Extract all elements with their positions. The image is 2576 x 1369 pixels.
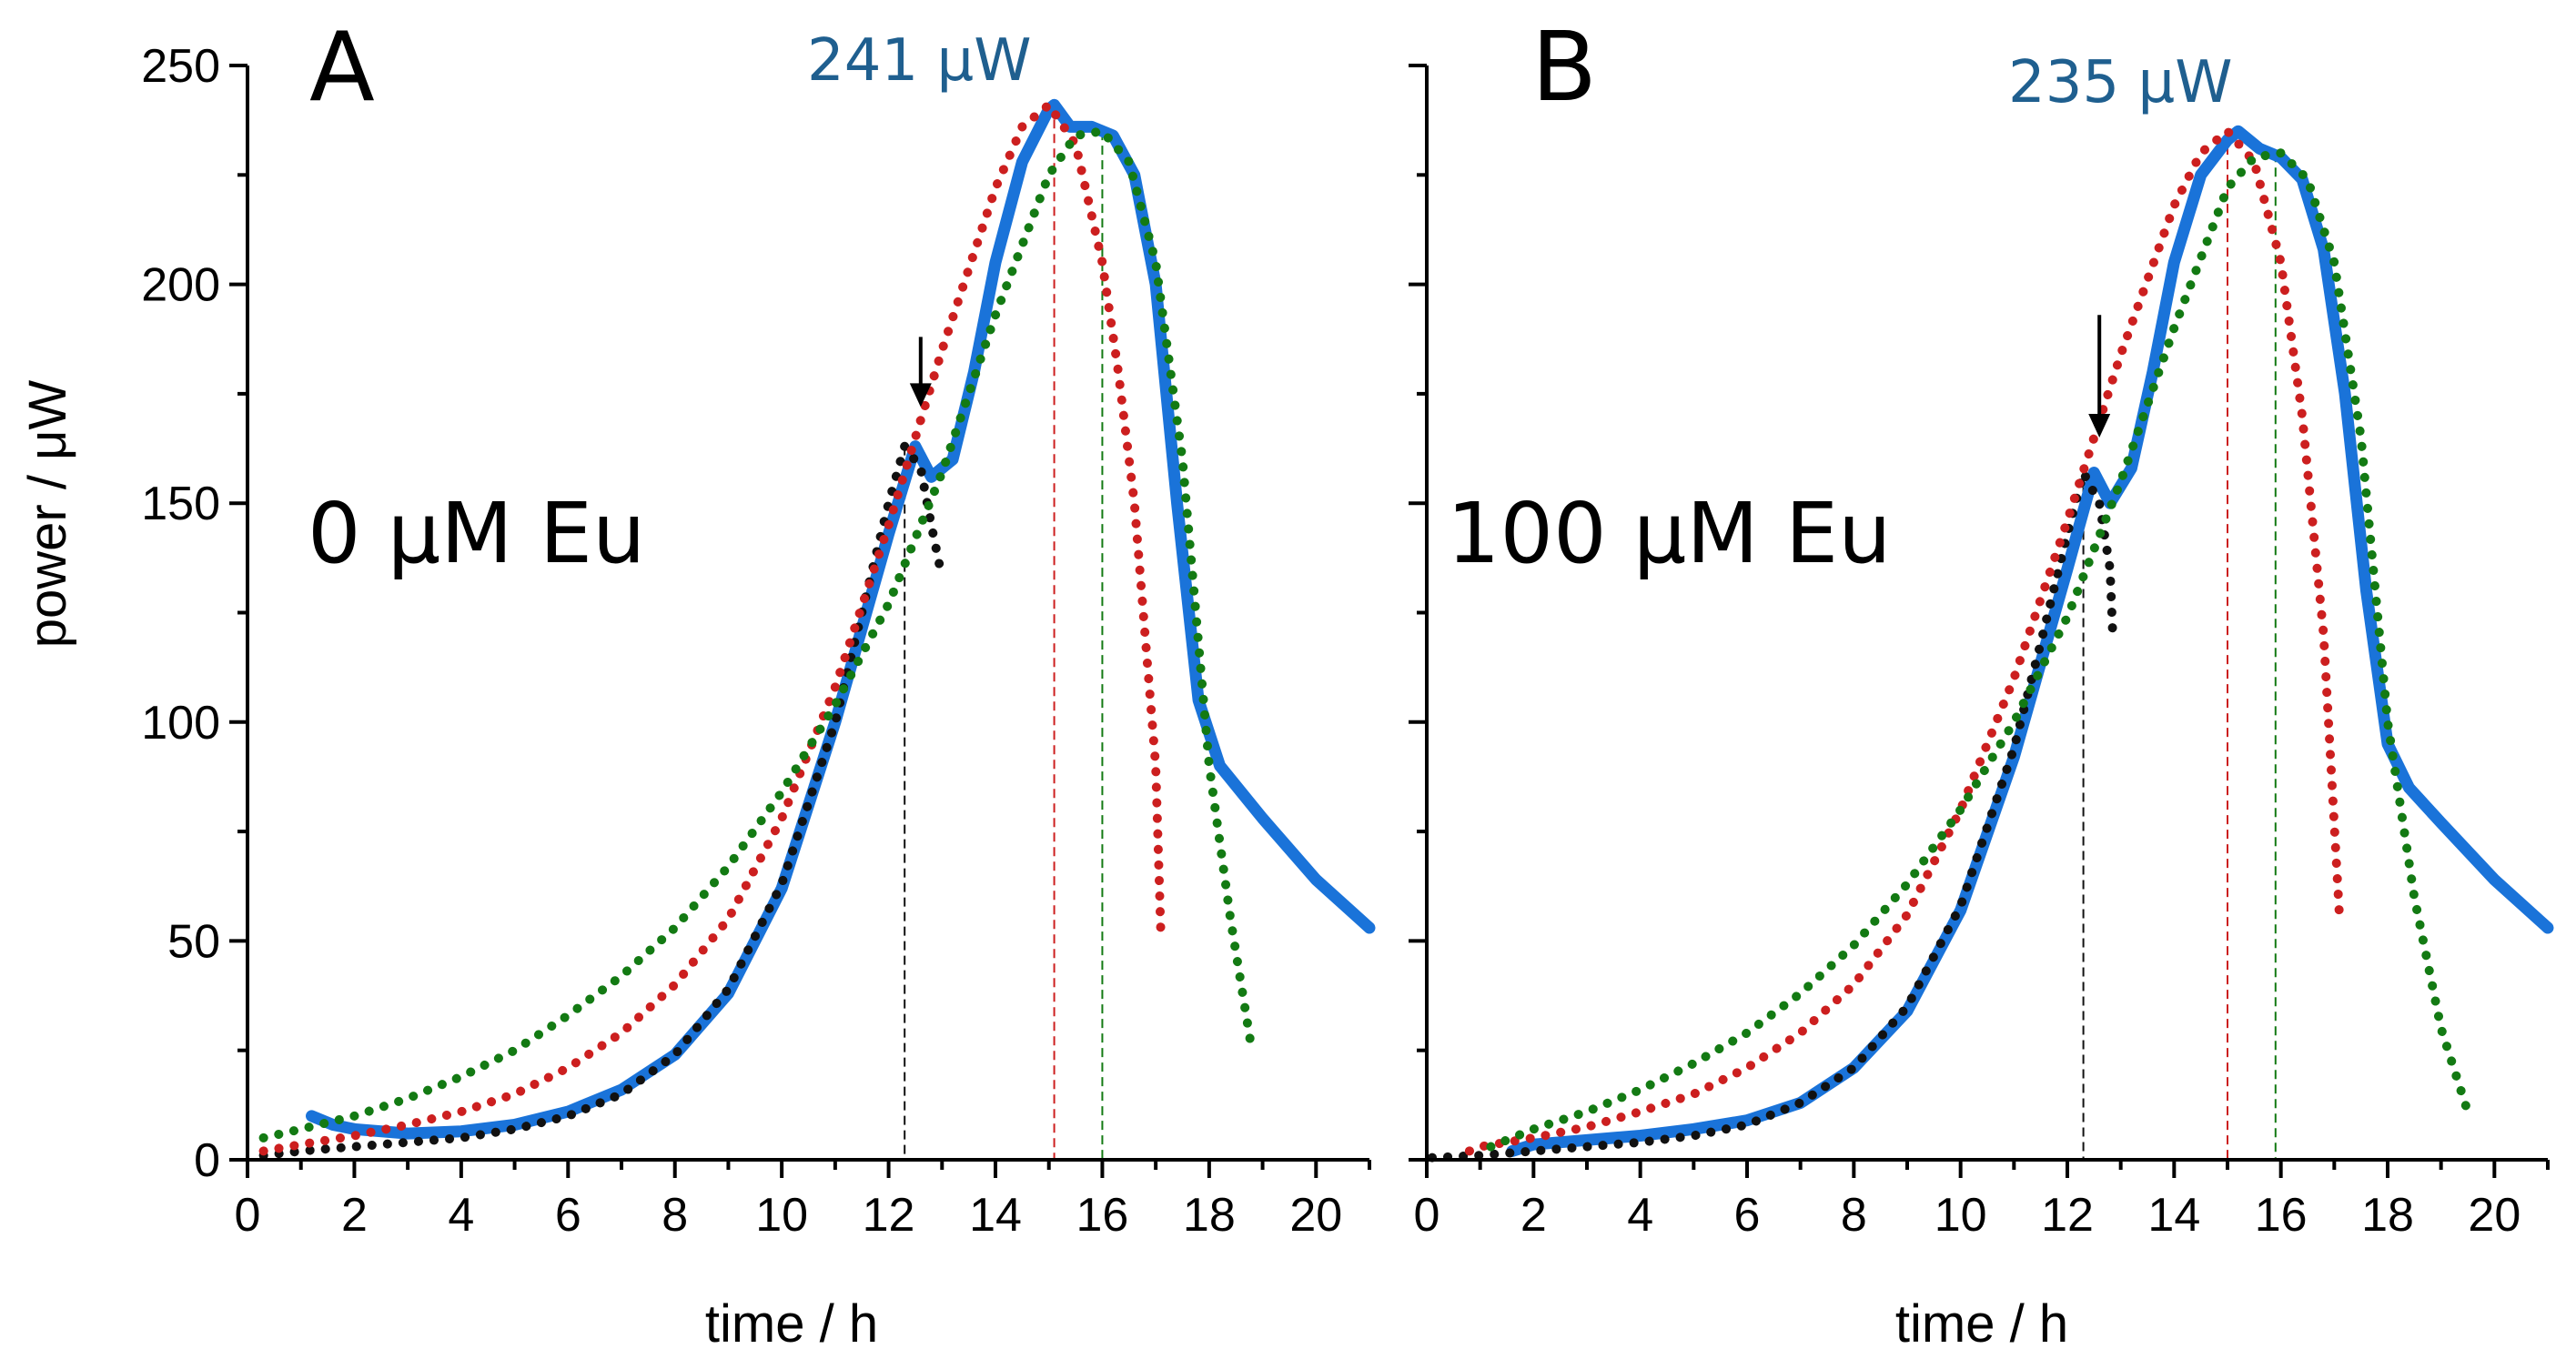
panel-b-peak-label: 235 μW (2008, 49, 2233, 116)
panel-b-x-tick-label: 6 (1734, 1189, 1761, 1242)
panel-b-x-tick-label: 8 (1841, 1189, 1867, 1242)
panel-a-x-tick-label: 16 (1076, 1189, 1129, 1242)
panel-a-series-fit-3 (258, 126, 1257, 1143)
panel-b-x-tick-label: 16 (2255, 1189, 2308, 1242)
panel-b-x-axis-title: time / h (1895, 1294, 2068, 1354)
panel-b-series-fit-3 (1486, 148, 2472, 1152)
panel-a-x-tick-label: 12 (863, 1189, 915, 1242)
panel-a-peak-label: 241 μW (807, 27, 1032, 95)
panel-a-x-tick-label: 0 (235, 1189, 261, 1242)
panel-a-x-tick-label: 6 (555, 1189, 581, 1242)
panel-b-x-tick-label: 20 (2468, 1189, 2520, 1242)
panel-a-x-axis-title: time / h (705, 1294, 878, 1354)
panel-a-series-fit-2 (258, 100, 1166, 1156)
panel-b: 0 2 4 6 8 10 12 14 16 18 20 B 100 μM Eu 235 μW tim… (1409, 12, 2554, 1354)
panel-a-x-tick-label: 14 (969, 1189, 1022, 1242)
panel-a-y-tick-label: 200 (141, 259, 220, 312)
panel-a-y-tick-label: 150 (141, 478, 220, 530)
panel-b-x-tick-label: 18 (2361, 1189, 2414, 1242)
panel-a-y-tick-label: 100 (141, 697, 220, 750)
panel-b-condition-label: 100 μM Eu (1447, 485, 1891, 582)
panel-a-y-tick-label: 50 (167, 915, 220, 968)
panel-b-x-tick-label: 0 (1414, 1189, 1440, 1242)
panel-b-letter: B (1531, 12, 1597, 123)
panel-b-x-tick-label: 14 (2147, 1189, 2200, 1242)
panel-a-arrow-head (909, 383, 932, 408)
panel-a-condition-label: 0 μM Eu (308, 485, 645, 582)
panel-a-letter: A (309, 12, 375, 123)
panel-b-series-fit-1 (1427, 468, 2117, 1163)
panel-a-x-tick-label: 8 (662, 1189, 688, 1242)
panel-a-series (258, 98, 1376, 1161)
panel-a-x-tick-label: 4 (448, 1189, 474, 1242)
panel-b-x-tick-label: 10 (1935, 1189, 1987, 1242)
panel-b-x-tick-label: 12 (2041, 1189, 2094, 1242)
panel-a-x-tick-label: 2 (341, 1189, 368, 1242)
panel-b-arrow-head (2088, 414, 2111, 438)
panel-b-series (1427, 125, 2554, 1163)
panel-b-series-fit-2 (1464, 126, 2345, 1156)
panel-a-y-tick-label: 250 (141, 40, 220, 93)
panel-a-y-tick-label: 0 (194, 1134, 220, 1187)
panel-a-x-tick-label: 18 (1183, 1189, 1236, 1242)
panel-a-series-measured (306, 98, 1376, 1140)
panel-b-series-measured (1506, 125, 2554, 1157)
panel-b-x-tick-label: 2 (1520, 1189, 1547, 1242)
panel-a-x-tick-label: 10 (755, 1189, 808, 1242)
panel-a-x-tick-label: 20 (1289, 1189, 1342, 1242)
panel-b-axes: 0 2 4 6 8 10 12 14 16 18 20 (1409, 64, 2550, 1242)
panel-b-x-tick-label: 4 (1627, 1189, 1653, 1242)
panel-a-y-axis-title: power / μW (18, 380, 77, 649)
panel-a-guides (904, 105, 1104, 1160)
panel-b-guides (2082, 131, 2277, 1160)
